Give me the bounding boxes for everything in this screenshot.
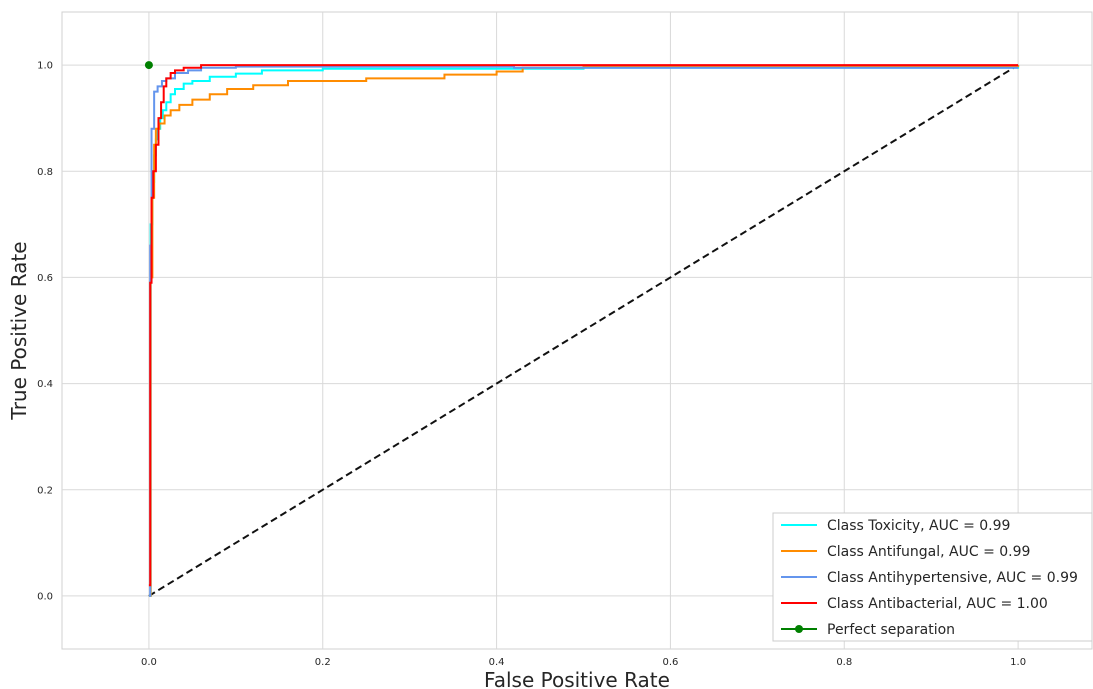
x-tick-label: 0.0 (141, 657, 157, 668)
x-tick-label: 1.0 (1010, 657, 1026, 668)
y-tick-label: 0.8 (37, 167, 53, 178)
legend-item-2: Class Antihypertensive, AUC = 0.99 (781, 570, 1078, 586)
legend: Class Toxicity, AUC = 0.99 Class Antifung… (772, 512, 1093, 642)
y-axis-label: True Positive Rate (7, 241, 31, 420)
series-line-1 (148, 65, 1020, 597)
x-axis-label: False Positive Rate (484, 668, 670, 689)
x-tick-label: 0.2 (315, 657, 331, 668)
perfect-separation-point (144, 61, 153, 70)
legend-item-4: Perfect separation (781, 622, 955, 638)
legend-label: Class Antifungal, AUC = 0.99 (827, 544, 1030, 560)
y-tick-label: 1.0 (37, 61, 53, 72)
legend-label: Perfect separation (827, 622, 955, 638)
legend-item-0: Class Toxicity, AUC = 0.99 (781, 518, 1010, 534)
y-tick-label: 0.6 (37, 273, 53, 284)
legend-item-3: Class Antibacterial, AUC = 1.00 (781, 596, 1048, 612)
legend-box (772, 512, 1093, 642)
legend-item-1: Class Antifungal, AUC = 0.99 (781, 544, 1030, 560)
x-tick-label: 0.4 (489, 657, 505, 668)
chance-diagonal-line (148, 64, 1019, 597)
x-tick-label: 0.8 (836, 657, 852, 668)
legend-marker-4 (795, 625, 803, 633)
y-tick-label: 0.2 (37, 485, 53, 496)
x-tick-label: 0.6 (662, 657, 678, 668)
legend-label: Class Antibacterial, AUC = 1.00 (827, 596, 1048, 612)
legend-label: Class Toxicity, AUC = 0.99 (827, 518, 1010, 534)
y-tick-label: 0.4 (37, 379, 53, 390)
legend-label: Class Antihypertensive, AUC = 0.99 (827, 570, 1078, 586)
series-line-3 (148, 64, 1019, 587)
y-tick-label: 0.0 (37, 591, 53, 602)
